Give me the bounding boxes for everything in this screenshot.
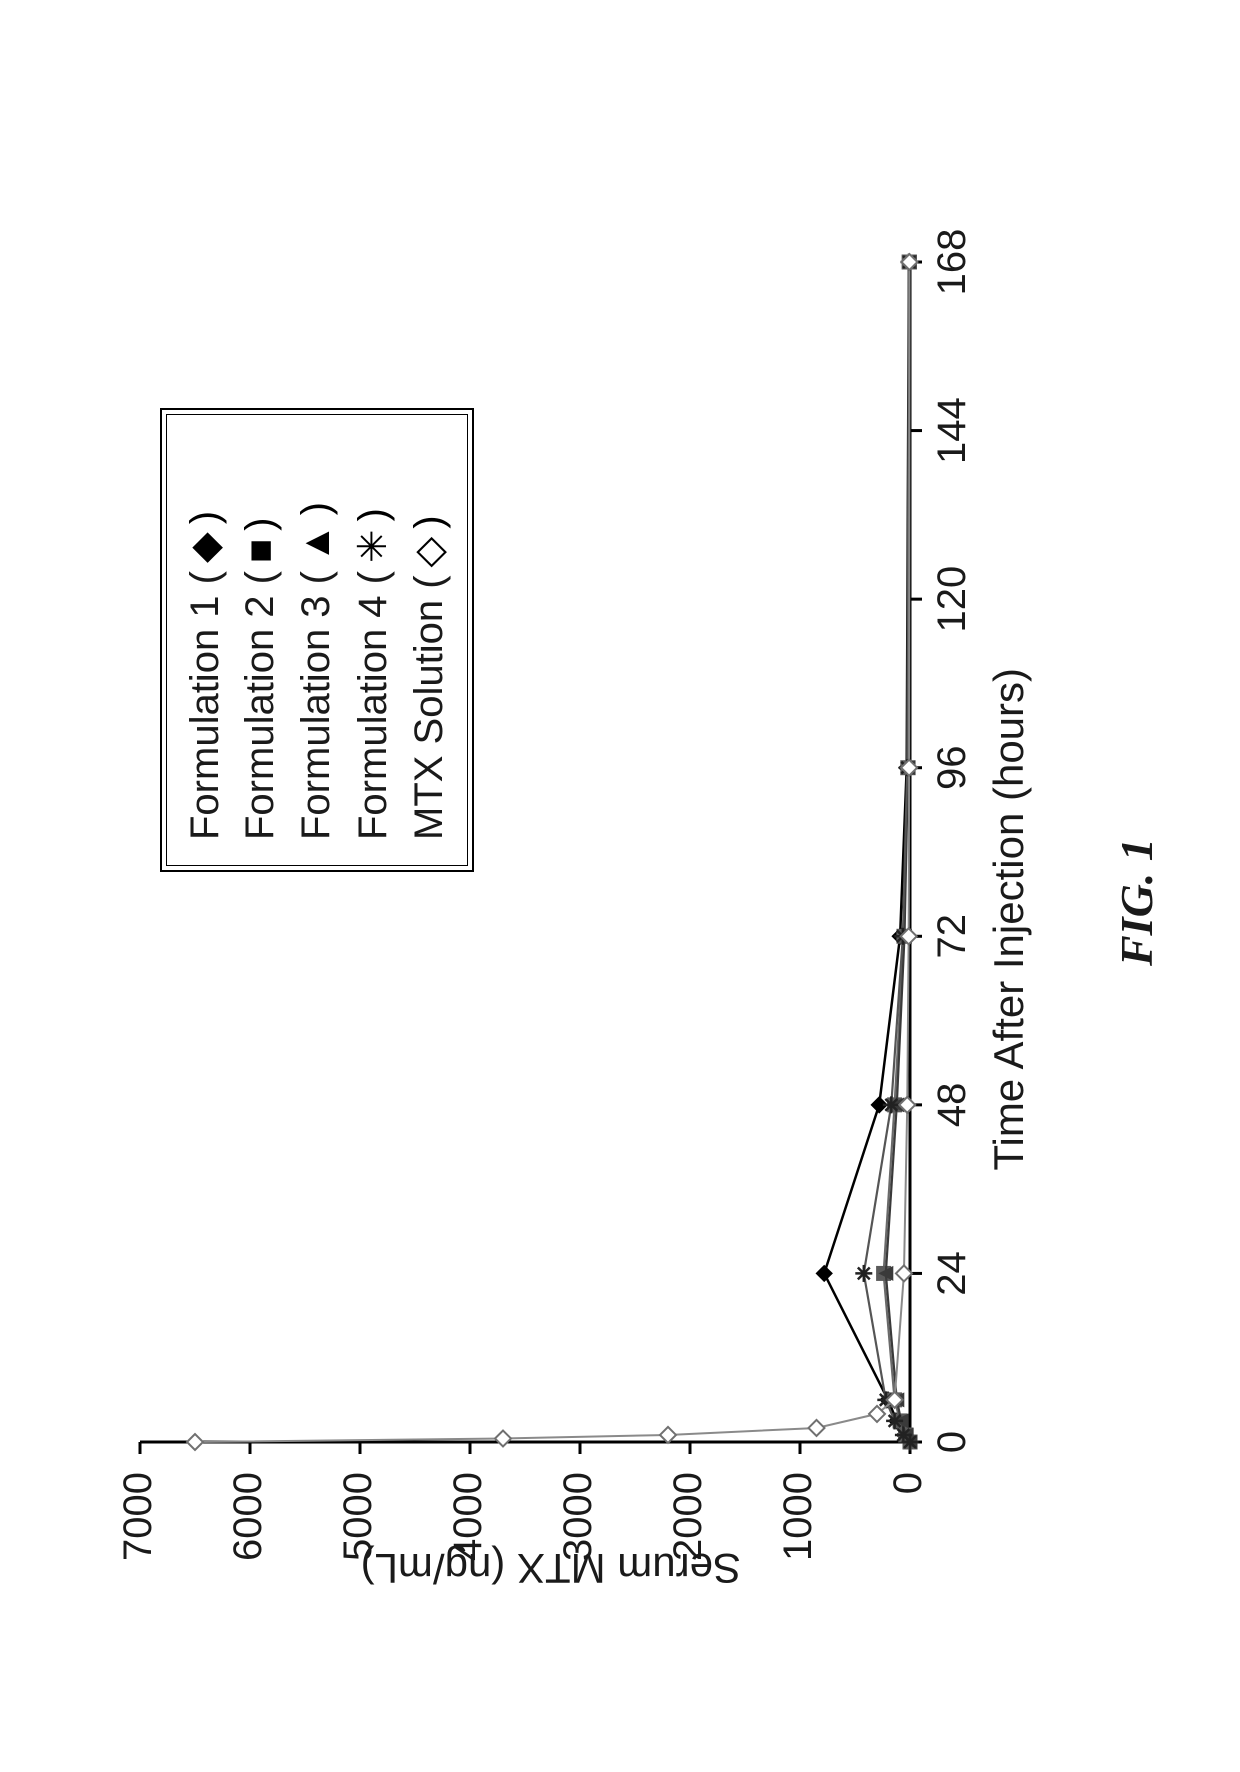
legend-paren-close: ) xyxy=(183,511,228,524)
x-tick-label: 120 xyxy=(930,559,975,639)
y-tick-label: 7000 xyxy=(116,1472,161,1582)
x-axis-label: Time After Injection (hours) xyxy=(985,668,1033,1171)
legend-item: MTX Solution ( ◇) xyxy=(406,515,452,840)
y-tick-label: 3000 xyxy=(556,1472,601,1582)
x-tick-label: 72 xyxy=(930,896,975,976)
legend-label: MTX Solution ( xyxy=(407,575,452,840)
figure-caption: FIG. 1 xyxy=(1110,838,1163,966)
x-tick-label: 48 xyxy=(930,1065,975,1145)
legend-item: Formulation 1 ( ◆) xyxy=(182,511,228,840)
chart-plot xyxy=(0,0,1240,1772)
chart-container: Serum MTX (ng/mL) Time After Injection (… xyxy=(0,0,1240,1772)
y-tick-label: 5000 xyxy=(336,1472,381,1582)
legend-item: Formulation 2 ( ■) xyxy=(238,518,283,840)
y-tick-label: 2000 xyxy=(666,1472,711,1582)
y-tick-label: 6000 xyxy=(226,1472,271,1582)
legend-paren-close: ) xyxy=(407,515,452,528)
legend-item: Formulation 4 ( ✳) xyxy=(350,508,396,840)
legend-marker-icon: ■ xyxy=(238,539,283,563)
legend-marker-icon: ◇ xyxy=(406,537,452,568)
chart-legend: Formulation 1 (◆)Formulation 2 (■)Formul… xyxy=(160,408,474,872)
y-tick-label: 1000 xyxy=(776,1472,821,1582)
y-tick-label: 0 xyxy=(886,1472,931,1582)
legend-label: Formulation 2 ( xyxy=(238,571,283,840)
legend-label: Formulation 4 ( xyxy=(351,571,396,840)
legend-label: Formulation 1 ( xyxy=(183,571,228,840)
x-tick-label: 24 xyxy=(930,1233,975,1313)
x-tick-label: 168 xyxy=(930,222,975,302)
legend-label: Formulation 3 ( xyxy=(294,571,339,840)
legend-paren-close: ) xyxy=(351,508,396,521)
legend-paren-close: ) xyxy=(238,518,283,531)
x-tick-label: 96 xyxy=(930,728,975,808)
x-tick-label: 144 xyxy=(930,391,975,471)
legend-item: Formulation 3 ( ▲) xyxy=(294,502,339,840)
legend-paren-close: ) xyxy=(294,502,339,515)
legend-marker-icon: ✳ xyxy=(350,530,396,564)
y-tick-label: 4000 xyxy=(446,1472,491,1582)
legend-marker-icon: ▲ xyxy=(294,523,339,563)
legend-marker-icon: ◆ xyxy=(182,532,228,563)
x-tick-label: 0 xyxy=(930,1402,975,1482)
